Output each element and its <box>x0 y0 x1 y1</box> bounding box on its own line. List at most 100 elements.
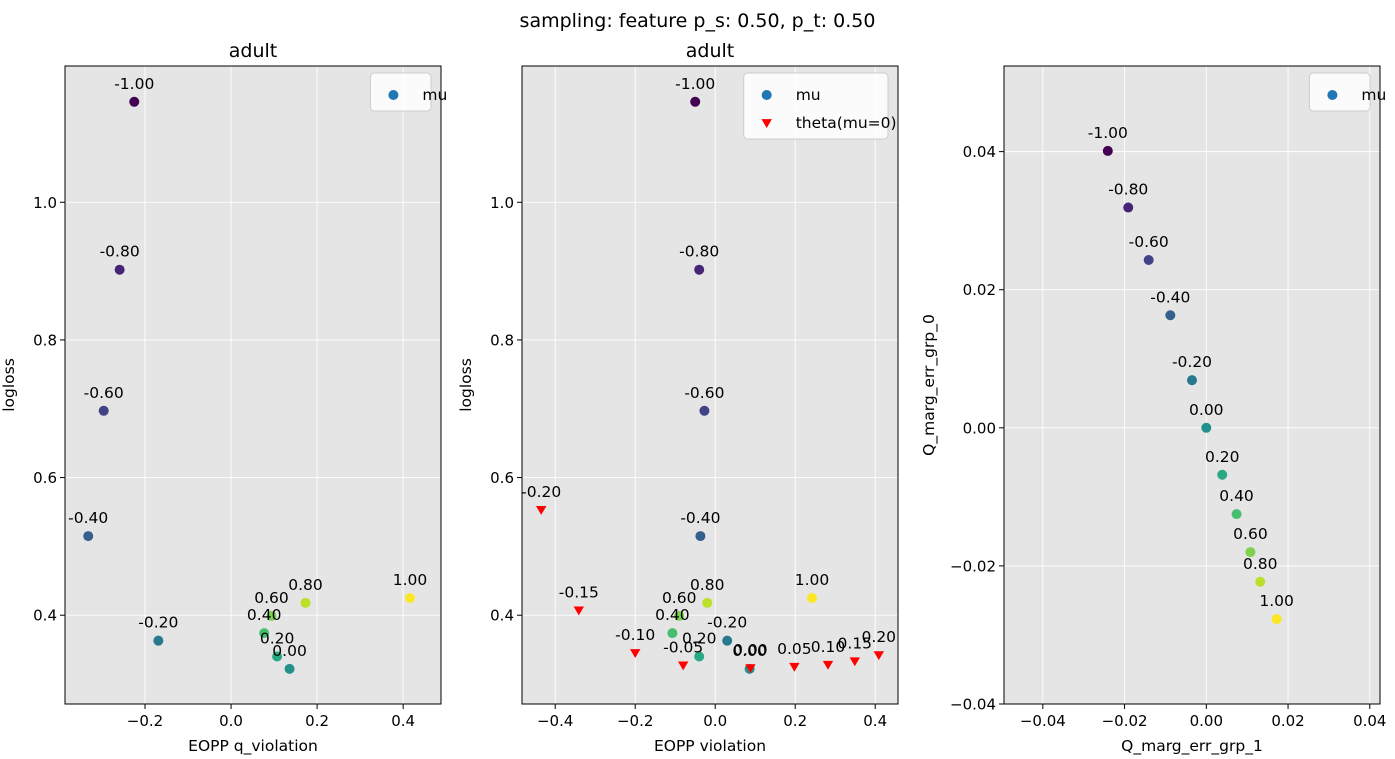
data-point <box>1245 547 1256 558</box>
y-tick-label: 0.6 <box>33 469 57 487</box>
data-point <box>1255 576 1266 587</box>
figure-suptitle: sampling: feature p_s: 0.50, p_t: 0.50 <box>519 10 876 32</box>
data-label: 0.10 <box>811 638 846 656</box>
data-label: 0.20 <box>862 628 897 646</box>
y-tick-label: 1.0 <box>490 194 514 212</box>
x-tick-label: −0.4 <box>537 712 573 730</box>
x-tick-label: 0.0 <box>219 712 243 730</box>
data-point <box>1165 310 1176 321</box>
data-label: 0.40 <box>1219 487 1254 505</box>
data-point <box>694 651 705 662</box>
data-point-theta <box>678 661 689 671</box>
x-tick-label: 0.00 <box>1190 712 1223 730</box>
plot-background <box>65 66 441 704</box>
data-marks <box>1102 145 1282 625</box>
data-label: 0.60 <box>662 589 697 607</box>
data-label: 0.00 <box>732 642 767 660</box>
data-marks <box>536 96 884 674</box>
data-point <box>300 597 311 608</box>
data-label: 0.80 <box>1243 555 1278 573</box>
data-label: 1.00 <box>795 571 830 589</box>
data-label: 1.00 <box>393 571 428 589</box>
legend-marker-circle <box>388 90 399 100</box>
x-tick-label: −0.02 <box>1102 712 1148 730</box>
plot-title: adult <box>229 40 277 62</box>
plot-frame <box>64 65 442 705</box>
legend-box <box>1308 72 1371 112</box>
y-axis-label: logloss <box>0 358 18 412</box>
data-point <box>807 593 817 604</box>
y-tick-label: 0.4 <box>490 607 514 625</box>
data-label: -0.60 <box>84 384 124 402</box>
x-tick-label: 0.0 <box>703 712 727 730</box>
data-point <box>1231 509 1242 520</box>
data-label: 0.40 <box>247 606 282 624</box>
x-tick-label: 0.2 <box>783 712 807 730</box>
x-tick-label: −0.2 <box>617 712 653 730</box>
data-point-theta <box>745 664 756 674</box>
legend-label: mu <box>1361 86 1386 104</box>
data-label: 0.15 <box>838 634 873 652</box>
data-point <box>695 531 706 542</box>
data-point <box>284 663 295 674</box>
y-tick-label: −0.04 <box>950 696 996 714</box>
legend-label: mu <box>422 86 447 104</box>
data-point <box>690 96 701 107</box>
data-point-theta <box>789 662 800 672</box>
plot-title: adult <box>686 40 734 62</box>
legend-box <box>743 72 889 140</box>
y-axis-label: Q_marg_err_grp_0 <box>920 314 939 456</box>
y-tick-label: 0.04 <box>963 143 996 161</box>
y-tick-label: 1.0 <box>33 194 57 212</box>
x-tick-label: −0.2 <box>127 712 163 730</box>
x-tick-label: −0.04 <box>1020 712 1066 730</box>
data-label: -0.80 <box>679 243 719 261</box>
data-point-theta <box>630 649 641 659</box>
y-tick-label: 0.4 <box>33 607 57 625</box>
data-label: -0.20 <box>1172 353 1212 371</box>
legend-marker-triangle <box>761 119 772 128</box>
data-label: -0.60 <box>1129 233 1169 251</box>
legend-label: theta(mu=0) <box>796 114 897 132</box>
data-point-theta <box>873 651 884 661</box>
x-tick-label: 0.4 <box>391 712 415 730</box>
data-label: 0.20 <box>1205 448 1240 466</box>
data-label: 1.00 <box>1259 592 1294 610</box>
plot-background <box>522 66 898 704</box>
data-label: 0.80 <box>288 576 323 594</box>
data-label: -1.00 <box>1088 124 1128 142</box>
y-axis-label: logloss <box>457 358 475 412</box>
data-point-theta <box>849 657 860 667</box>
plot-frame <box>521 65 899 705</box>
data-marks <box>83 96 416 674</box>
data-point <box>1217 469 1228 480</box>
data-label: 0.40 <box>655 606 690 624</box>
data-point <box>699 405 710 416</box>
data-point <box>1102 145 1113 156</box>
data-point <box>694 264 705 275</box>
data-label: 0.05 <box>777 640 812 658</box>
data-label: -0.20 <box>138 614 178 632</box>
y-tick-label: 0.8 <box>33 331 57 349</box>
data-point <box>1271 614 1282 625</box>
data-label: 0.20 <box>260 630 295 648</box>
data-point <box>722 635 733 646</box>
x-tick-label: 0.4 <box>863 712 887 730</box>
legend-marker-circle <box>761 90 772 100</box>
data-label: -0.60 <box>684 384 724 402</box>
data-label: 0.60 <box>254 589 289 607</box>
data-point <box>114 264 125 275</box>
data-point <box>153 635 164 646</box>
data-point-theta <box>822 660 834 670</box>
data-label: -0.15 <box>559 583 599 601</box>
data-point <box>674 610 685 621</box>
data-label: 0.60 <box>1233 525 1268 543</box>
data-label: -0.40 <box>1150 288 1190 306</box>
data-label: -0.80 <box>1108 181 1148 199</box>
data-point-theta <box>573 606 584 616</box>
data-point <box>1201 422 1212 433</box>
data-point <box>266 610 277 621</box>
data-point <box>98 405 109 416</box>
data-point <box>83 531 94 542</box>
